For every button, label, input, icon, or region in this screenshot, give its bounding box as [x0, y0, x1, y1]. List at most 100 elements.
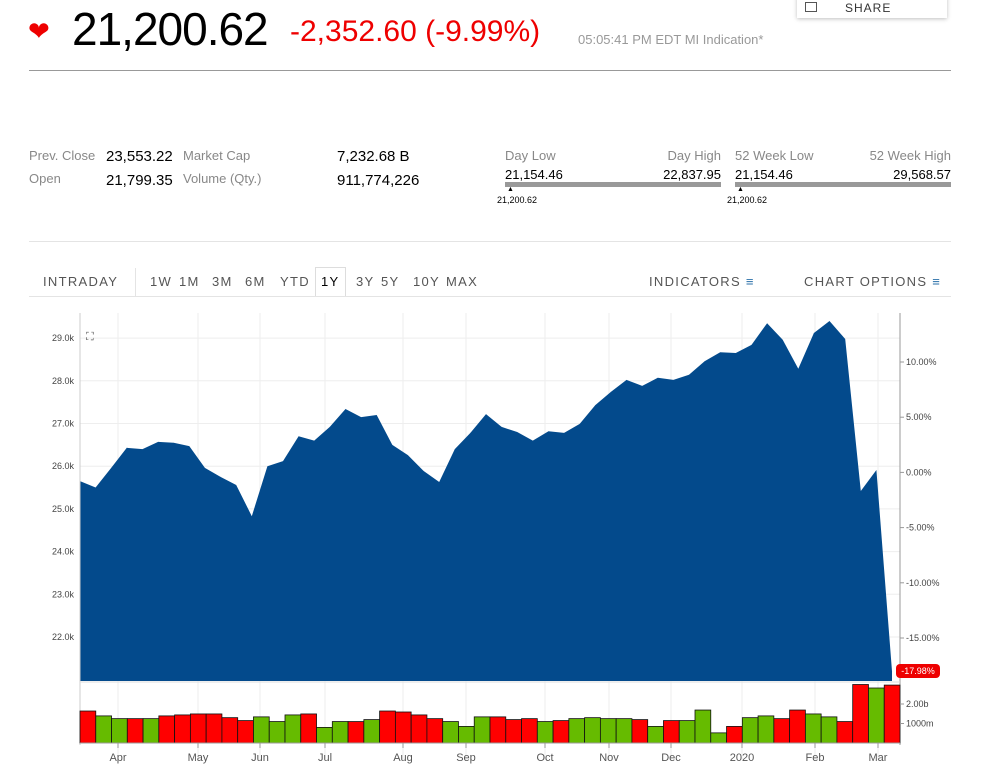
- volume-bar: [126, 718, 144, 744]
- period-tabs: INTRADAY 1W 1M 3M 6M YTD 1Y 3Y 5Y 10Y MAX INDICAT…: [29, 267, 951, 297]
- tab-3y[interactable]: 3Y: [356, 274, 375, 289]
- volume-bar: [678, 720, 696, 744]
- tab-3m[interactable]: 3M: [212, 274, 233, 289]
- y-tick-label-left: 27.0k: [52, 419, 75, 429]
- volume-bar: [158, 715, 176, 744]
- volume-bar: [726, 726, 743, 744]
- y-tick-label-left: 23.0k: [52, 589, 75, 599]
- volume-bar: [710, 732, 727, 744]
- volume-bar: [836, 721, 854, 744]
- day-high-label: Day High: [667, 148, 721, 163]
- y-tick-label-right: -5.00%: [906, 523, 935, 533]
- x-tick-label: Aug: [393, 752, 413, 764]
- indicators-button[interactable]: INDICATORS ≡: [649, 268, 755, 296]
- tab-separator: [135, 268, 136, 296]
- y-tick-label-left: 25.0k: [52, 504, 75, 514]
- tab-1w[interactable]: 1W: [150, 274, 173, 289]
- x-tick-label: Jun: [251, 752, 269, 764]
- volume-bar: [394, 711, 412, 744]
- week52-range-marker-icon: ▲: [737, 186, 744, 193]
- y-tick-label-right: 0.00%: [906, 467, 932, 477]
- volume-bar: [189, 713, 207, 744]
- share-button[interactable]: SHARE: [797, 0, 947, 18]
- volume-bar: [268, 721, 286, 744]
- y-tick-label-left: 28.0k: [52, 376, 75, 386]
- market-cap-label: Market Cap: [183, 148, 251, 163]
- volume-bar: [552, 720, 570, 744]
- market-cap-value: 7,232.68 B: [337, 148, 410, 165]
- volume-bar: [379, 710, 396, 744]
- y-tick-label-right: -15.00%: [906, 633, 940, 643]
- volume-bar: [253, 716, 270, 744]
- volume-bar: [521, 718, 538, 744]
- volume-bar: [489, 716, 507, 744]
- volume-bar: [347, 721, 365, 744]
- x-tick-label: May: [188, 752, 209, 764]
- volume-bar: [868, 687, 885, 744]
- tab-5y[interactable]: 5Y: [381, 274, 400, 289]
- last-change-badge: [896, 664, 940, 678]
- day-range-bar: [505, 182, 721, 187]
- volume-bar: [205, 713, 223, 744]
- week52-low-label: 52 Week Low: [735, 148, 814, 163]
- week52-range-bar: [735, 182, 951, 187]
- tab-1y[interactable]: 1Y: [315, 267, 346, 297]
- volume-bar: [331, 721, 349, 744]
- volume-bar: [820, 716, 838, 744]
- volume-bar: [615, 718, 633, 744]
- day-range-marker-icon: ▲: [507, 186, 514, 193]
- volume-bar: [789, 709, 806, 744]
- x-tick-label: Sep: [456, 752, 476, 764]
- tab-ytd[interactable]: YTD: [280, 274, 310, 289]
- volume-bar: [458, 726, 475, 744]
- share-icon: [805, 2, 817, 12]
- y-tick-label-left: 29.0k: [52, 333, 75, 343]
- volume-bar: [300, 713, 317, 744]
- volume-bar: [442, 721, 459, 744]
- volume-bar: [568, 718, 586, 744]
- last-change-badge-label: -17.98%: [901, 666, 935, 676]
- chart-options-button[interactable]: CHART OPTIONS ≡: [804, 268, 941, 296]
- volume-bar: [316, 727, 333, 744]
- y-tick-label-right: 10.00%: [906, 357, 937, 367]
- week52-high-label: 52 Week High: [869, 148, 951, 163]
- volume-bar: [79, 710, 97, 744]
- indicators-label: INDICATORS: [649, 274, 741, 289]
- volume-bar: [852, 684, 869, 744]
- open-label: Open: [29, 171, 61, 186]
- y-tick-label-right: 5.00%: [906, 412, 932, 422]
- down-arrow-icon: ❤: [28, 16, 50, 46]
- week52-low-value: 21,154.46: [735, 167, 793, 182]
- y-tick-label-left: 22.0k: [52, 632, 75, 642]
- volume-bar: [111, 718, 128, 744]
- x-tick-label: 2020: [730, 752, 754, 764]
- tab-6m[interactable]: 6M: [245, 274, 266, 289]
- volume-tick-label: 1000m: [906, 719, 934, 729]
- x-tick-label: Nov: [599, 752, 619, 764]
- tab-max[interactable]: MAX: [446, 274, 479, 289]
- volume-bar: [647, 726, 664, 744]
- x-tick-label: Jul: [318, 752, 332, 764]
- y-tick-label-left: 24.0k: [52, 547, 75, 557]
- tab-intraday[interactable]: INTRADAY: [43, 274, 119, 289]
- expand-icon: ⛶: [86, 331, 94, 343]
- volume-bar: [505, 719, 522, 744]
- x-tick-label: Mar: [869, 752, 888, 764]
- last-price: 21,200.62: [72, 3, 269, 55]
- price-area: [80, 321, 892, 681]
- volume-bar: [883, 684, 901, 744]
- tab-1m[interactable]: 1M: [179, 274, 200, 289]
- day-high-value: 22,837.95: [663, 167, 721, 182]
- volume-bar: [741, 717, 759, 744]
- divider: [29, 70, 951, 71]
- x-tick-label: Feb: [806, 752, 825, 764]
- open-value: 21,799.35: [106, 172, 173, 189]
- tab-10y[interactable]: 10Y: [413, 274, 441, 289]
- menu-icon: ≡: [740, 274, 755, 289]
- week52-current-value: 21,200.62: [727, 195, 768, 205]
- volume-bar: [694, 709, 712, 744]
- volume-bar: [631, 719, 649, 744]
- day-low-label: Day Low: [505, 148, 556, 163]
- prev-close-value: 23,553.22: [106, 148, 173, 165]
